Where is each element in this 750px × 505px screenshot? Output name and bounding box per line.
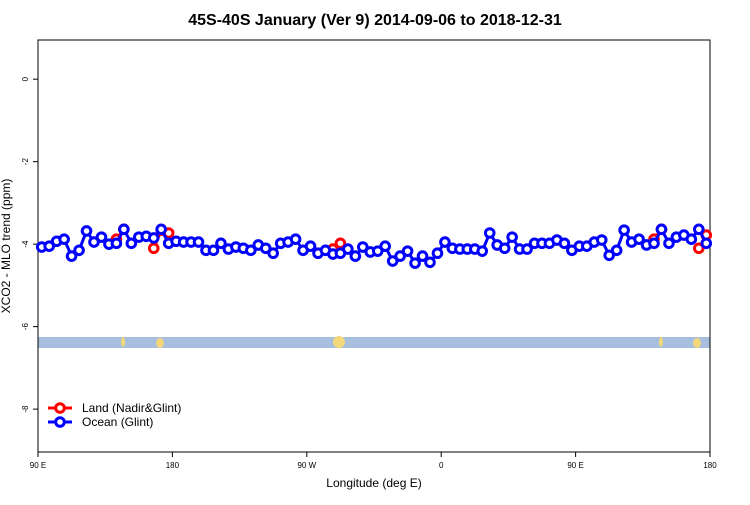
data-point (95, 231, 108, 243)
data-point (125, 237, 138, 250)
x-tick-label: 90 W (297, 461, 316, 470)
data-point (215, 237, 227, 250)
data-point (73, 244, 85, 257)
data-point (439, 236, 451, 248)
data-point (603, 249, 616, 262)
data-point (693, 223, 705, 236)
x-axis-label: Longitude (deg E) (326, 476, 421, 490)
data-point (700, 237, 713, 250)
x-tick-label: 0 (439, 461, 444, 470)
data-point (476, 245, 489, 257)
data-point (155, 223, 167, 236)
data-point (118, 223, 130, 236)
data-point (558, 237, 571, 250)
data-point (663, 237, 675, 250)
y-tick-label: -8 (21, 405, 30, 413)
data-point (648, 237, 660, 250)
data-point (192, 236, 205, 248)
x-tick-label: 180 (703, 461, 717, 470)
data-point (43, 240, 56, 253)
y-tick-label: -4 (21, 240, 30, 248)
data-point (289, 233, 302, 245)
data-point (409, 257, 421, 269)
data-point (521, 243, 533, 255)
x-tick-label: 90 E (567, 461, 583, 470)
data-point (357, 241, 369, 253)
data-point (633, 233, 645, 245)
data-point (506, 231, 518, 243)
data-point (207, 244, 220, 257)
data-point (267, 247, 280, 260)
data-point (147, 242, 160, 255)
data-point (58, 233, 70, 245)
data-point (379, 240, 392, 253)
y-tick-label: -2 (21, 158, 30, 166)
y-tick-label: 0 (21, 76, 30, 81)
data-point (424, 256, 436, 269)
data-point (655, 223, 668, 236)
data-point (416, 250, 429, 262)
data-point (618, 224, 630, 236)
data-point (88, 236, 100, 248)
data-point (610, 244, 623, 257)
data-point (259, 242, 272, 255)
data-point (304, 240, 317, 253)
data-point (595, 234, 608, 246)
legend-marker (54, 402, 66, 414)
data-point (245, 244, 257, 257)
y-axis-label: XCO2 - MLO trend (ppm) (0, 179, 13, 314)
chart-title: 45S-40S January (Ver 9) 2014-09-06 to 20… (188, 12, 562, 29)
legend-marker (54, 416, 66, 428)
legend-label: Land (Nadir&Glint) (82, 401, 181, 415)
data-point (401, 245, 414, 257)
data-point (110, 237, 123, 250)
data-point (349, 250, 362, 262)
data-point (685, 233, 698, 245)
data-point (498, 242, 511, 255)
y-tick-label: -6 (21, 323, 30, 331)
data-point (80, 225, 93, 237)
x-tick-label: 90 E (30, 461, 46, 470)
plot-frame (37, 39, 711, 453)
data-point (342, 243, 354, 255)
data-point (371, 245, 384, 257)
data-point (483, 227, 496, 239)
land-mask-band (38, 336, 710, 348)
data-point (431, 247, 444, 260)
data-point (147, 232, 160, 244)
data-point (394, 250, 406, 262)
data-point (386, 255, 399, 267)
data-point (65, 250, 78, 262)
x-tick-label: 180 (166, 461, 180, 470)
legend-label: Ocean (Glint) (82, 415, 153, 429)
data-point (693, 242, 705, 255)
